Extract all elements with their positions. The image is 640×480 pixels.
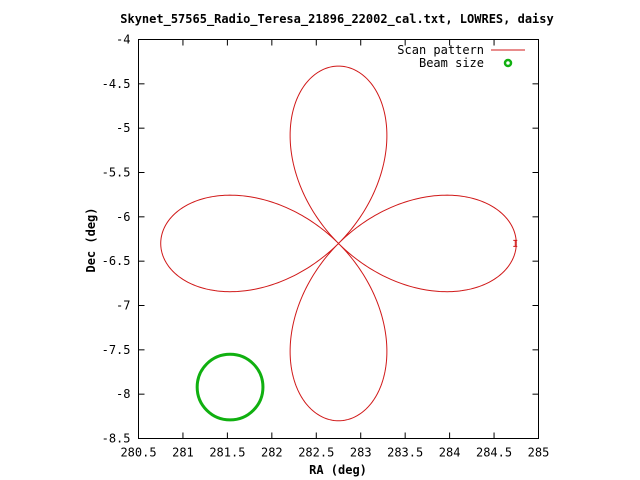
- legend-label-scan-pattern: Scan pattern: [397, 43, 484, 57]
- axis-ticks: [138, 39, 539, 439]
- scan-start-marker: [513, 239, 518, 247]
- x-tick-label: 280.5: [120, 446, 156, 460]
- y-tick-label: -8: [116, 387, 130, 401]
- x-tick-label: 283: [350, 446, 372, 460]
- y-tick-label: -8.5: [102, 432, 131, 446]
- y-axis-label: Dec (deg): [84, 207, 98, 272]
- y-tick-label: -7.5: [102, 343, 131, 357]
- legend-swatch-beam-size: [503, 58, 513, 68]
- y-tick-label: -5: [116, 121, 130, 135]
- x-tick-label: 281: [172, 446, 194, 460]
- x-tick-label: 281.5: [209, 446, 245, 460]
- legend-label-beam-size: Beam size: [419, 56, 484, 70]
- x-tick-label: 284: [439, 446, 461, 460]
- y-tick-label: -7: [116, 299, 130, 313]
- y-tick-label: -4: [116, 33, 130, 47]
- beam-size-circle: [195, 352, 265, 422]
- x-tick-labels: 280.5 281 281.5 282 282.5 283 283.5 284 284.5 285: [120, 446, 549, 460]
- plot-series: [160, 65, 518, 422]
- scan-pattern-line: [160, 65, 517, 422]
- legend: Scan pattern Beam size: [397, 43, 525, 70]
- y-tick-label: -6: [116, 210, 130, 224]
- chart-title: Skynet_57565_Radio_Teresa_21896_22002_ca…: [120, 12, 553, 27]
- y-tick-label: -4.5: [102, 77, 131, 91]
- x-axis-label: RA (deg): [309, 463, 367, 477]
- y-tick-labels: -4 -4.5 -5 -5.5 -6 -6.5 -7 -7.5 -8 -8.5: [102, 33, 131, 446]
- plot-frame: [138, 39, 539, 439]
- x-tick-label: 282: [261, 446, 283, 460]
- y-tick-label: -5.5: [102, 166, 131, 180]
- x-tick-label: 283.5: [387, 446, 423, 460]
- x-tick-label: 285: [528, 446, 550, 460]
- x-tick-label: 282.5: [298, 446, 334, 460]
- x-tick-label: 284.5: [476, 446, 512, 460]
- y-tick-label: -6.5: [102, 254, 131, 268]
